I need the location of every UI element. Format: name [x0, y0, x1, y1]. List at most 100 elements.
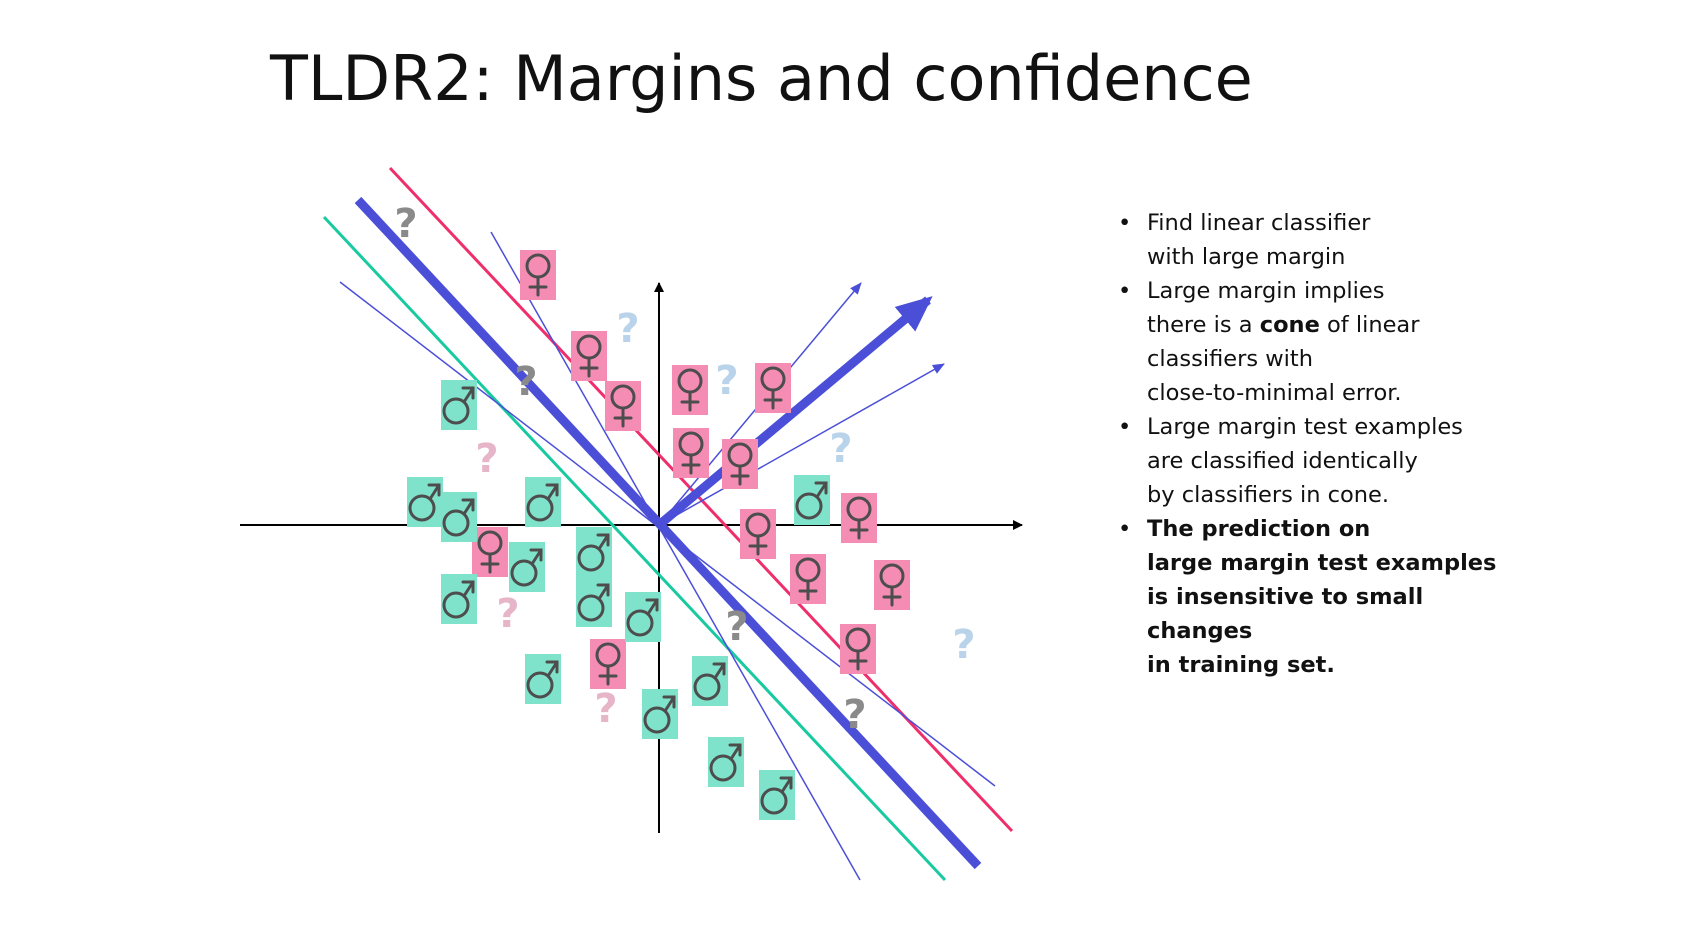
bullet-text: are classified identically: [1147, 448, 1418, 474]
bullet-line: Large margin test examples: [1147, 410, 1538, 444]
bullet-line: Large margin implies: [1147, 274, 1538, 308]
question-mark-icon: ?: [725, 604, 748, 650]
cone-classifier-line-1: [490, 231, 861, 881]
question-mark-icon: ?: [952, 622, 975, 668]
bullet-text: there is a: [1147, 312, 1260, 338]
female-symbol-icon: [678, 431, 704, 475]
question-mark-icon: ?: [715, 358, 738, 404]
bullet-list: Find linear classifier with large margin L…: [1118, 206, 1538, 682]
question-mark-icon: ?: [496, 591, 519, 637]
male-symbol-icon: [442, 580, 475, 619]
male-point: [708, 737, 744, 787]
female-point: [874, 560, 910, 610]
bullet-line: are classified identically: [1147, 444, 1538, 478]
male-point: [576, 577, 612, 627]
bullet-line: changes: [1147, 614, 1538, 648]
male-symbol-icon: [408, 483, 441, 522]
female-symbol-icon: [879, 563, 905, 607]
bullet-line: with large margin: [1147, 240, 1538, 274]
female-point: [722, 439, 758, 489]
bullet-text: Large margin test examples: [1147, 414, 1463, 440]
male-point: [692, 656, 728, 706]
bullet-line: by classifiers in cone.: [1147, 478, 1538, 512]
female-symbol-icon: [576, 334, 602, 378]
bullet-line: is insensitive to small: [1147, 580, 1538, 614]
male-point: [407, 477, 443, 527]
bullet-line: in training set.: [1147, 648, 1538, 682]
bullet-text: is insensitive to small: [1147, 584, 1424, 610]
male-symbol-icon: [626, 598, 659, 637]
bullet-item: The prediction on large margin test examp…: [1118, 512, 1538, 682]
bullet-text: changes: [1147, 618, 1253, 644]
bullet-line: Find linear classifier: [1147, 206, 1538, 240]
bullet-line: close-to-minimal error.: [1147, 376, 1538, 410]
female-symbol-icon: [760, 366, 786, 410]
male-point: [441, 574, 477, 624]
female-symbol-icon: [677, 368, 703, 412]
cone-normal-arrow-2: [658, 363, 945, 526]
margin-line-pink: [388, 166, 1014, 833]
male-symbol-icon: [577, 583, 610, 622]
female-point: [571, 331, 607, 381]
bullet-text: close-to-minimal error.: [1147, 380, 1402, 406]
female-symbol-icon: [745, 512, 771, 556]
female-point: [672, 365, 708, 415]
female-point: [590, 639, 626, 689]
male-point: [441, 492, 477, 542]
female-point: [740, 509, 776, 559]
female-symbol-icon: [477, 530, 503, 574]
male-symbol-icon: [795, 481, 828, 520]
female-symbol-icon: [595, 642, 621, 686]
male-point: [441, 380, 477, 430]
male-symbol-icon: [693, 662, 726, 701]
male-point: [625, 592, 661, 642]
bullet-line: The prediction on: [1147, 512, 1538, 546]
bullet-text: by classifiers in cone.: [1147, 482, 1390, 508]
female-point: [841, 493, 877, 543]
female-symbol-icon: [610, 384, 636, 428]
bullet-text: in training set.: [1147, 652, 1335, 678]
female-point: [673, 428, 709, 478]
bullet-item: Large margin implies there is a cone of l…: [1118, 274, 1538, 410]
male-point: [794, 475, 830, 525]
data-points: ???????????: [394, 201, 976, 820]
female-symbol-icon: [845, 627, 871, 671]
margin-line-green: [322, 215, 947, 882]
male-symbol-icon: [760, 776, 793, 815]
bullet-text: cone: [1259, 312, 1320, 338]
male-symbol-icon: [526, 483, 559, 522]
main-normal-arrow: [656, 296, 933, 529]
male-symbol-icon: [442, 386, 475, 425]
bullet-line: there is a cone of linear: [1147, 308, 1538, 342]
question-mark-icon: ?: [475, 436, 498, 482]
female-point: [605, 381, 641, 431]
question-mark-icon: ?: [616, 306, 639, 352]
female-symbol-icon: [727, 442, 753, 486]
bullet-line: large margin test examples: [1147, 546, 1538, 580]
male-point: [642, 689, 678, 739]
female-symbol-icon: [525, 253, 551, 297]
male-symbol-icon: [526, 660, 559, 699]
question-mark-icon: ?: [394, 201, 417, 247]
bullet-item: Find linear classifier with large margin: [1118, 206, 1538, 274]
male-symbol-icon: [510, 548, 543, 587]
male-symbol-icon: [442, 498, 475, 537]
female-symbol-icon: [795, 557, 821, 601]
female-symbol-icon: [846, 496, 872, 540]
question-mark-icon: ?: [594, 686, 617, 732]
bullet-item: Large margin test examples are classified…: [1118, 410, 1538, 512]
bullet-text: Large margin implies: [1147, 278, 1385, 304]
question-mark-icon: ?: [829, 426, 852, 472]
male-symbol-icon: [709, 743, 742, 782]
male-symbol-icon: [643, 695, 676, 734]
male-point: [576, 527, 612, 577]
male-point: [525, 654, 561, 704]
bullet-text: classifiers with: [1147, 346, 1313, 372]
male-point: [525, 477, 561, 527]
main-classifier-line: [354, 196, 982, 870]
female-point: [472, 527, 508, 577]
female-point: [520, 250, 556, 300]
bullet-text: large margin test examples: [1147, 550, 1497, 576]
page-title: TLDR2: Margins and confidence: [270, 42, 1253, 115]
